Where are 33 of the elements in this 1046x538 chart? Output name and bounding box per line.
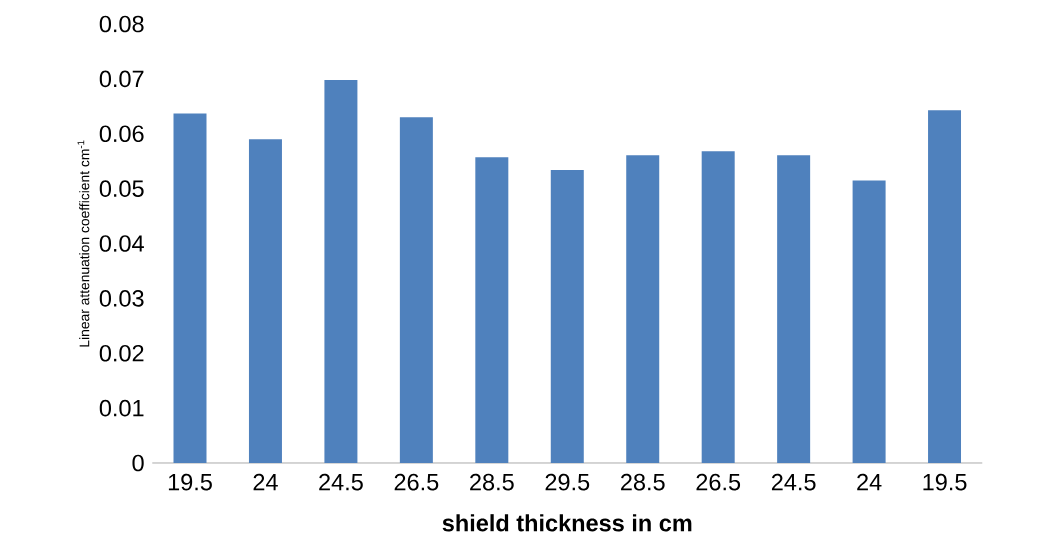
- bar: [324, 79, 358, 463]
- y-tick-label: 0.02: [99, 344, 144, 362]
- x-tick-label: 26.5: [696, 473, 741, 491]
- x-tick-label: 19.5: [168, 473, 212, 491]
- x-tick-label: 29.5: [545, 473, 590, 491]
- x-tick-label: 19.5: [923, 473, 967, 491]
- bar: [626, 155, 660, 463]
- bar: [475, 157, 509, 463]
- y-tick-label: 0.05: [99, 180, 144, 197]
- y-axis-title: Linear attenuation coefficient cm$^{-1}$: [77, 140, 90, 347]
- x-tick-label: 28.5: [470, 473, 514, 491]
- y-tick-label: 0: [132, 454, 144, 472]
- bar: [777, 155, 811, 463]
- bar: [852, 180, 886, 463]
- y-tick-label: 0.03: [99, 290, 144, 307]
- y-tick-label: 0.07: [99, 70, 144, 88]
- y-tick-label: 0.08: [99, 15, 144, 33]
- bar: [928, 110, 962, 463]
- bar: [173, 113, 207, 463]
- x-tick-label: 24: [253, 473, 278, 491]
- x-tick-label: 24: [857, 473, 882, 491]
- bar: [701, 151, 735, 463]
- x-axis-title: shield thickness in cm: [442, 514, 692, 532]
- bar: [248, 139, 282, 463]
- x-tick-label: 26.5: [394, 473, 439, 491]
- bar: [550, 169, 584, 463]
- x-tick-label: 24.5: [771, 473, 816, 491]
- y-tick-label: 0.06: [99, 125, 144, 143]
- y-tick-label: 0.04: [99, 235, 144, 252]
- y-tick-label: 0.01: [99, 399, 144, 417]
- bar: [399, 117, 433, 463]
- x-tick-label: 24.5: [319, 473, 363, 491]
- x-tick-label: 28.5: [621, 473, 665, 491]
